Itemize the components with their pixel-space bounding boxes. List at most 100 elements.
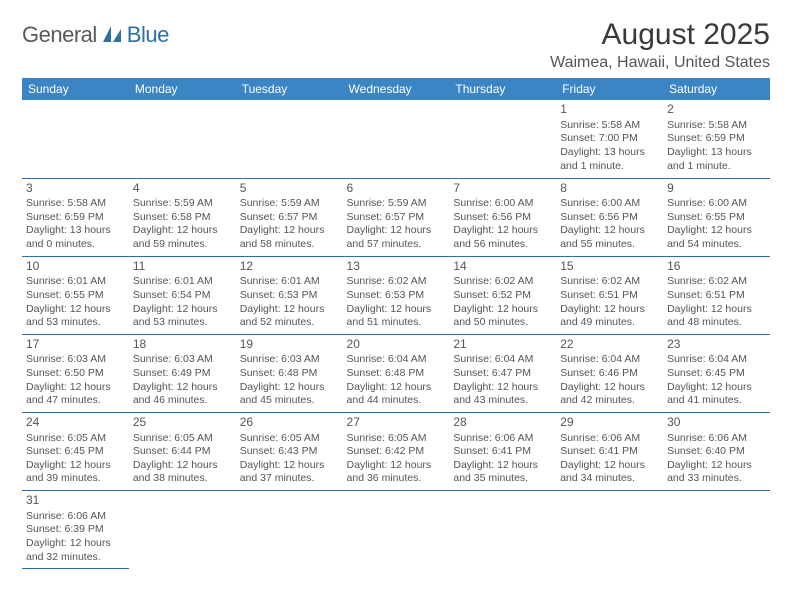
day-header: Tuesday xyxy=(236,78,343,100)
calendar-cell-empty xyxy=(236,100,343,178)
sunrise-text: Sunrise: 6:04 AM xyxy=(560,353,659,367)
calendar-cell: 3Sunrise: 5:58 AMSunset: 6:59 PMDaylight… xyxy=(22,178,129,256)
daylight-text: Daylight: 12 hours and 48 minutes. xyxy=(667,303,766,330)
sunrise-text: Sunrise: 6:02 AM xyxy=(453,275,552,289)
daylight-text: Daylight: 12 hours and 47 minutes. xyxy=(26,381,125,408)
sunrise-text: Sunrise: 6:04 AM xyxy=(453,353,552,367)
sunrise-text: Sunrise: 6:03 AM xyxy=(240,353,339,367)
calendar-cell: 16Sunrise: 6:02 AMSunset: 6:51 PMDayligh… xyxy=(663,256,770,334)
day-number: 14 xyxy=(453,259,552,275)
daylight-text: Daylight: 12 hours and 53 minutes. xyxy=(133,303,232,330)
sunrise-text: Sunrise: 6:06 AM xyxy=(560,432,659,446)
sunrise-text: Sunrise: 6:02 AM xyxy=(560,275,659,289)
calendar-cell: 5Sunrise: 5:59 AMSunset: 6:57 PMDaylight… xyxy=(236,178,343,256)
daylight-text: Daylight: 12 hours and 37 minutes. xyxy=(240,459,339,486)
calendar-cell: 11Sunrise: 6:01 AMSunset: 6:54 PMDayligh… xyxy=(129,256,236,334)
sunset-text: Sunset: 6:42 PM xyxy=(347,445,446,459)
day-header: Monday xyxy=(129,78,236,100)
sunrise-text: Sunrise: 5:58 AM xyxy=(667,119,766,133)
calendar-cell-empty xyxy=(449,491,556,569)
sunset-text: Sunset: 6:51 PM xyxy=(667,289,766,303)
calendar-cell: 25Sunrise: 6:05 AMSunset: 6:44 PMDayligh… xyxy=(129,412,236,490)
daylight-text: Daylight: 12 hours and 41 minutes. xyxy=(667,381,766,408)
sunrise-text: Sunrise: 6:06 AM xyxy=(453,432,552,446)
daylight-text: Daylight: 12 hours and 42 minutes. xyxy=(560,381,659,408)
day-number: 22 xyxy=(560,337,659,353)
day-number: 28 xyxy=(453,415,552,431)
calendar-row: 31Sunrise: 6:06 AMSunset: 6:39 PMDayligh… xyxy=(22,491,770,569)
calendar-row: 10Sunrise: 6:01 AMSunset: 6:55 PMDayligh… xyxy=(22,256,770,334)
daylight-text: Daylight: 12 hours and 43 minutes. xyxy=(453,381,552,408)
sunrise-text: Sunrise: 6:05 AM xyxy=(133,432,232,446)
sunrise-text: Sunrise: 6:04 AM xyxy=(347,353,446,367)
calendar-cell: 19Sunrise: 6:03 AMSunset: 6:48 PMDayligh… xyxy=(236,334,343,412)
calendar-cell-empty xyxy=(663,491,770,569)
sunrise-text: Sunrise: 6:02 AM xyxy=(347,275,446,289)
day-number: 16 xyxy=(667,259,766,275)
sunset-text: Sunset: 6:54 PM xyxy=(133,289,232,303)
calendar-cell: 8Sunrise: 6:00 AMSunset: 6:56 PMDaylight… xyxy=(556,178,663,256)
daylight-text: Daylight: 13 hours and 1 minute. xyxy=(667,146,766,173)
calendar-table: SundayMondayTuesdayWednesdayThursdayFrid… xyxy=(22,78,770,569)
calendar-cell: 26Sunrise: 6:05 AMSunset: 6:43 PMDayligh… xyxy=(236,412,343,490)
day-number: 2 xyxy=(667,102,766,118)
day-number: 19 xyxy=(240,337,339,353)
day-header: Sunday xyxy=(22,78,129,100)
sunset-text: Sunset: 6:39 PM xyxy=(26,523,125,537)
daylight-text: Daylight: 12 hours and 45 minutes. xyxy=(240,381,339,408)
daylight-text: Daylight: 12 hours and 34 minutes. xyxy=(560,459,659,486)
day-number: 23 xyxy=(667,337,766,353)
sunset-text: Sunset: 6:40 PM xyxy=(667,445,766,459)
sunset-text: Sunset: 6:49 PM xyxy=(133,367,232,381)
sunset-text: Sunset: 6:50 PM xyxy=(26,367,125,381)
sunset-text: Sunset: 6:48 PM xyxy=(240,367,339,381)
calendar-cell-empty xyxy=(129,491,236,569)
daylight-text: Daylight: 12 hours and 38 minutes. xyxy=(133,459,232,486)
logo: General Blue xyxy=(22,22,169,48)
daylight-text: Daylight: 12 hours and 39 minutes. xyxy=(26,459,125,486)
sunset-text: Sunset: 6:44 PM xyxy=(133,445,232,459)
day-header: Friday xyxy=(556,78,663,100)
sunset-text: Sunset: 6:55 PM xyxy=(667,211,766,225)
day-number: 13 xyxy=(347,259,446,275)
day-number: 3 xyxy=(26,181,125,197)
day-number: 12 xyxy=(240,259,339,275)
calendar-cell: 31Sunrise: 6:06 AMSunset: 6:39 PMDayligh… xyxy=(22,491,129,569)
calendar-cell: 13Sunrise: 6:02 AMSunset: 6:53 PMDayligh… xyxy=(343,256,450,334)
sunrise-text: Sunrise: 5:59 AM xyxy=(133,197,232,211)
calendar-cell: 22Sunrise: 6:04 AMSunset: 6:46 PMDayligh… xyxy=(556,334,663,412)
daylight-text: Daylight: 12 hours and 59 minutes. xyxy=(133,224,232,251)
sunset-text: Sunset: 6:53 PM xyxy=(240,289,339,303)
header: General Blue August 2025 Waimea, Hawaii,… xyxy=(22,18,770,72)
daylight-text: Daylight: 12 hours and 32 minutes. xyxy=(26,537,125,564)
sunrise-text: Sunrise: 6:00 AM xyxy=(560,197,659,211)
calendar-cell: 10Sunrise: 6:01 AMSunset: 6:55 PMDayligh… xyxy=(22,256,129,334)
sunrise-text: Sunrise: 6:01 AM xyxy=(133,275,232,289)
day-number: 17 xyxy=(26,337,125,353)
day-number: 25 xyxy=(133,415,232,431)
day-number: 27 xyxy=(347,415,446,431)
sunrise-text: Sunrise: 5:59 AM xyxy=(347,197,446,211)
calendar-cell: 28Sunrise: 6:06 AMSunset: 6:41 PMDayligh… xyxy=(449,412,556,490)
title-block: August 2025 Waimea, Hawaii, United State… xyxy=(550,18,770,72)
day-number: 1 xyxy=(560,102,659,118)
sunrise-text: Sunrise: 5:58 AM xyxy=(26,197,125,211)
daylight-text: Daylight: 12 hours and 50 minutes. xyxy=(453,303,552,330)
sunset-text: Sunset: 6:56 PM xyxy=(560,211,659,225)
daylight-text: Daylight: 13 hours and 0 minutes. xyxy=(26,224,125,251)
day-number: 21 xyxy=(453,337,552,353)
day-number: 24 xyxy=(26,415,125,431)
daylight-text: Daylight: 12 hours and 56 minutes. xyxy=(453,224,552,251)
sunrise-text: Sunrise: 6:00 AM xyxy=(667,197,766,211)
sunrise-text: Sunrise: 6:06 AM xyxy=(26,510,125,524)
daylight-text: Daylight: 12 hours and 36 minutes. xyxy=(347,459,446,486)
sunrise-text: Sunrise: 6:06 AM xyxy=(667,432,766,446)
daylight-text: Daylight: 12 hours and 44 minutes. xyxy=(347,381,446,408)
sunrise-text: Sunrise: 6:01 AM xyxy=(26,275,125,289)
calendar-cell: 1Sunrise: 5:58 AMSunset: 7:00 PMDaylight… xyxy=(556,100,663,178)
day-number: 10 xyxy=(26,259,125,275)
sunset-text: Sunset: 6:47 PM xyxy=(453,367,552,381)
day-number: 5 xyxy=(240,181,339,197)
calendar-cell: 24Sunrise: 6:05 AMSunset: 6:45 PMDayligh… xyxy=(22,412,129,490)
sunset-text: Sunset: 6:41 PM xyxy=(560,445,659,459)
